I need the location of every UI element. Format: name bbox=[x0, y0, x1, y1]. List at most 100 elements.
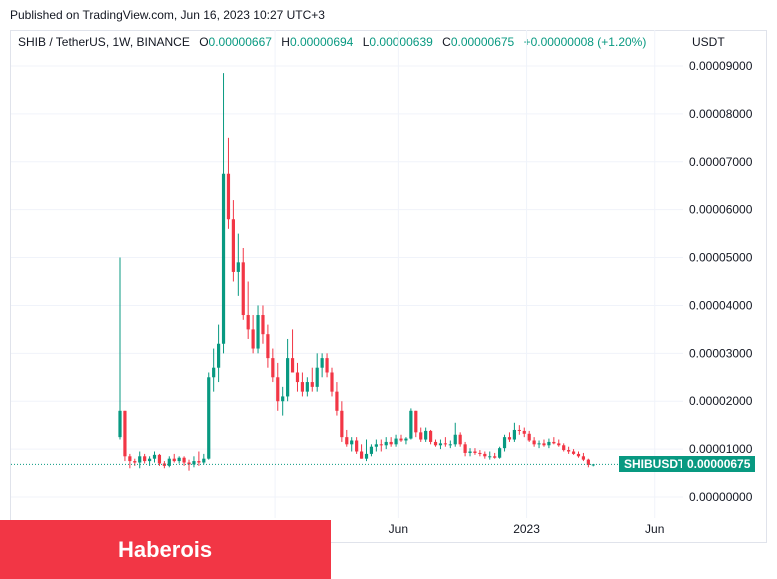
candle-body bbox=[118, 410, 122, 438]
y-tick-label: 0.00008000 bbox=[689, 107, 753, 121]
chart-legend: SHIB / TetherUS, 1W, BINANCE O0.00000667… bbox=[18, 35, 652, 49]
candle-body bbox=[202, 458, 206, 463]
candle-body bbox=[197, 461, 201, 463]
candle-body bbox=[567, 450, 571, 452]
candle-body bbox=[286, 358, 290, 397]
candle-body bbox=[133, 461, 137, 463]
candle-body bbox=[379, 444, 383, 446]
candle-body bbox=[177, 457, 181, 462]
candle-body bbox=[364, 453, 369, 459]
candle-body bbox=[128, 456, 132, 462]
candle-body bbox=[251, 329, 255, 349]
candle-body bbox=[527, 433, 531, 441]
candle-body bbox=[320, 358, 324, 368]
candle-body bbox=[409, 410, 413, 439]
candle-body bbox=[438, 443, 443, 446]
candle-body bbox=[340, 410, 344, 438]
candle-body bbox=[226, 173, 231, 220]
candle-body bbox=[552, 441, 556, 444]
currency-label: USDT bbox=[692, 35, 725, 49]
y-tick-label: 0.00000000 bbox=[689, 490, 753, 504]
candle-body bbox=[182, 457, 186, 463]
candle-body bbox=[414, 410, 418, 433]
x-tick-label: Jun bbox=[389, 522, 408, 536]
y-tick-label: 0.00001000 bbox=[689, 442, 753, 456]
open-value: 0.00000667 bbox=[208, 35, 272, 49]
candle-body bbox=[498, 448, 502, 458]
candle-body bbox=[231, 219, 235, 272]
candle-body bbox=[212, 367, 216, 378]
candle-body bbox=[167, 458, 171, 466]
candle-body bbox=[384, 441, 388, 446]
haberois-watermark: Haberois bbox=[0, 520, 331, 579]
candle-body bbox=[424, 430, 428, 440]
candle-body bbox=[581, 456, 586, 460]
chart-frame bbox=[10, 30, 767, 543]
last-price-tag: 0.00000675 bbox=[682, 456, 756, 473]
candle-body bbox=[123, 410, 127, 457]
candle-body bbox=[295, 372, 300, 383]
candle-body bbox=[586, 459, 590, 465]
candle-body bbox=[448, 444, 452, 446]
candle-body bbox=[571, 451, 576, 454]
candle-body bbox=[261, 315, 265, 335]
candle-body bbox=[355, 440, 359, 452]
candle-body bbox=[172, 458, 176, 462]
candle-body bbox=[266, 334, 270, 359]
candle-body bbox=[394, 438, 398, 445]
candle-body bbox=[507, 437, 512, 440]
low-value: 0.00000639 bbox=[369, 35, 433, 49]
candle-body bbox=[281, 396, 285, 402]
candle-body bbox=[374, 444, 378, 447]
candle-body bbox=[325, 358, 329, 373]
candle-body bbox=[532, 440, 536, 445]
symbol-price-tag: SHIBUSDT bbox=[619, 456, 691, 473]
candle-body bbox=[502, 437, 507, 449]
close-value: 0.00000675 bbox=[450, 35, 515, 49]
candle-body bbox=[236, 262, 240, 272]
high-label: H bbox=[281, 35, 290, 49]
candle-body bbox=[217, 343, 221, 368]
candle-body bbox=[157, 454, 162, 464]
y-tick-label: 0.00004000 bbox=[689, 298, 753, 312]
candle-body bbox=[359, 451, 364, 459]
candle-body bbox=[187, 462, 191, 465]
y-tick-label: 0.00002000 bbox=[689, 394, 753, 408]
candle-body bbox=[290, 358, 295, 373]
candle-body bbox=[143, 456, 147, 462]
candle-body bbox=[468, 451, 472, 453]
candle-body bbox=[300, 382, 305, 392]
candle-body bbox=[458, 434, 462, 445]
y-tick-label: 0.00007000 bbox=[689, 155, 753, 169]
candle-body bbox=[152, 454, 157, 459]
candle-body bbox=[389, 441, 393, 445]
candle-body bbox=[542, 443, 546, 446]
candle-body bbox=[271, 358, 275, 378]
candle-body bbox=[315, 367, 319, 387]
symbol-label: SHIB / TetherUS, 1W, BINANCE bbox=[18, 35, 190, 49]
candle-body bbox=[310, 382, 314, 387]
candle-body bbox=[207, 377, 211, 459]
published-header: Published on TradingView.com, Jun 16, 20… bbox=[10, 8, 325, 22]
y-tick-label: 0.00005000 bbox=[689, 251, 753, 265]
candle-body bbox=[443, 443, 447, 445]
y-tick-label: 0.00003000 bbox=[689, 346, 753, 360]
candle-body bbox=[241, 262, 245, 316]
candle-body bbox=[369, 446, 374, 454]
candle-body bbox=[522, 430, 526, 434]
candle-body bbox=[350, 440, 354, 445]
candle-body bbox=[433, 441, 438, 446]
candle-body bbox=[330, 372, 334, 392]
candle-body bbox=[419, 432, 423, 440]
candle-body bbox=[138, 456, 142, 463]
candle-body bbox=[305, 382, 309, 392]
candle-body bbox=[547, 441, 551, 446]
candle-body bbox=[483, 453, 487, 457]
candle-body bbox=[473, 451, 477, 453]
candle-body bbox=[256, 315, 260, 349]
y-tick-label: 0.00009000 bbox=[689, 59, 753, 73]
candle-body bbox=[276, 377, 280, 402]
candle-body bbox=[562, 445, 566, 451]
y-tick-label: 0.00006000 bbox=[689, 203, 753, 217]
